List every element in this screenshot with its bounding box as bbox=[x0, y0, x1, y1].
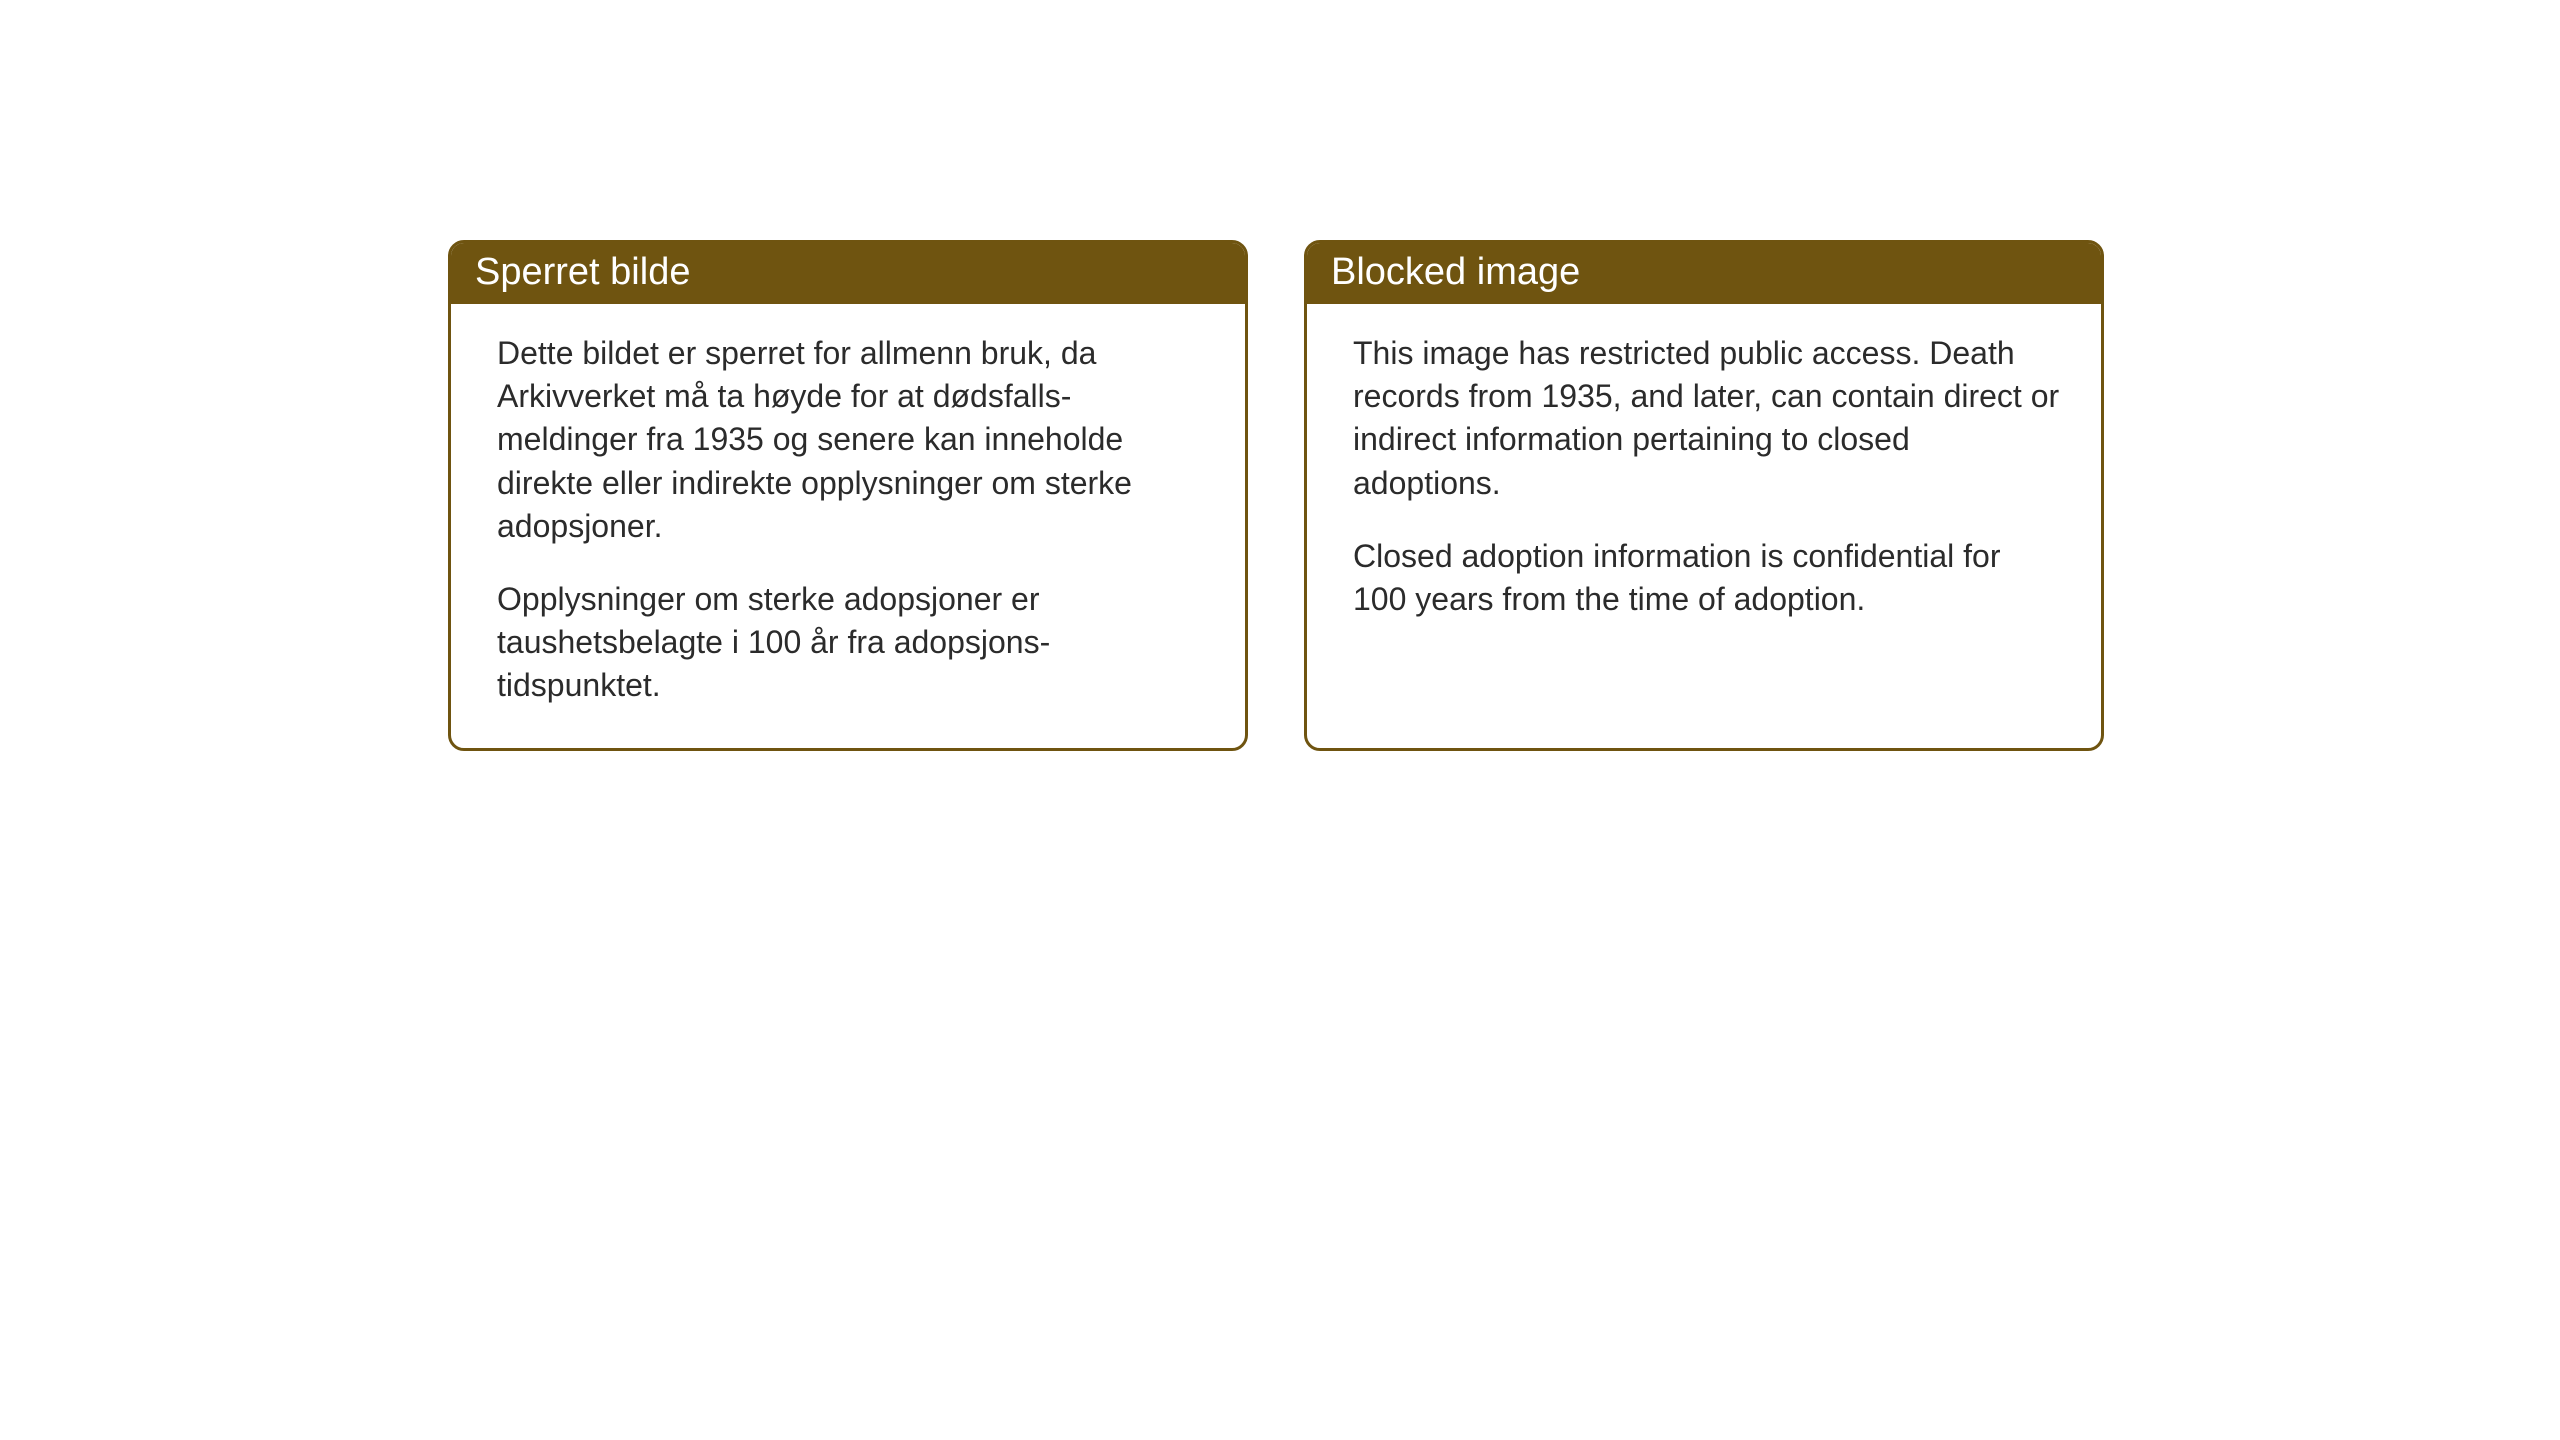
notice-paragraph: Opplysninger om sterke adopsjoner er tau… bbox=[497, 578, 1205, 708]
card-header-english: Blocked image bbox=[1307, 243, 2101, 304]
notice-card-norwegian: Sperret bilde Dette bildet er sperret fo… bbox=[448, 240, 1248, 751]
card-body-norwegian: Dette bildet er sperret for allmenn bruk… bbox=[451, 304, 1245, 748]
card-body-english: This image has restricted public access.… bbox=[1307, 304, 2101, 661]
notice-paragraph: Dette bildet er sperret for allmenn bruk… bbox=[497, 332, 1205, 548]
notice-paragraph: Closed adoption information is confident… bbox=[1353, 535, 2061, 621]
notice-paragraph: This image has restricted public access.… bbox=[1353, 332, 2061, 505]
card-header-norwegian: Sperret bilde bbox=[451, 243, 1245, 304]
notice-card-english: Blocked image This image has restricted … bbox=[1304, 240, 2104, 751]
notice-container: Sperret bilde Dette bildet er sperret fo… bbox=[448, 240, 2104, 751]
